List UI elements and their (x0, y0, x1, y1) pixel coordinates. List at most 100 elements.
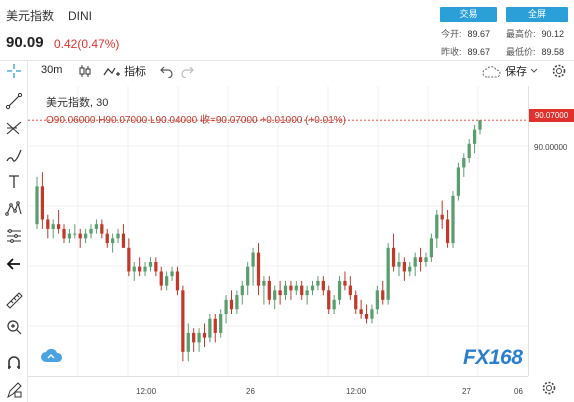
candle (305, 285, 309, 305)
candle-body (40, 186, 45, 220)
candle-body (105, 233, 109, 244)
candle-body (84, 233, 88, 239)
interval-selector[interactable]: 30m (41, 64, 63, 76)
candle-body (472, 129, 477, 144)
candle (267, 276, 271, 305)
undo-icon[interactable] (160, 64, 174, 81)
fib-tool-icon[interactable] (4, 119, 24, 137)
candle (402, 257, 406, 281)
candle (451, 191, 455, 248)
candle (100, 219, 104, 239)
candle-body (132, 266, 136, 272)
trend-line-icon[interactable] (4, 92, 24, 110)
indicators-button[interactable]: 指标 (103, 63, 146, 79)
candle-body (381, 290, 385, 300)
candle-body (359, 309, 363, 314)
save-button[interactable]: 保存 (482, 63, 538, 79)
candle-body (148, 262, 153, 267)
candle-body (435, 214, 439, 239)
candle-body (46, 219, 50, 229)
time-axis[interactable]: 12:00 26 12:00 27 06 (28, 376, 528, 402)
chart-settings-gear-icon[interactable] (541, 380, 559, 398)
candlestick-chart[interactable] (28, 86, 528, 376)
crosshair-icon[interactable] (6, 63, 22, 82)
candle-body (94, 224, 99, 229)
measure-tool-icon[interactable] (4, 227, 24, 245)
settings-gear-icon[interactable] (551, 63, 567, 82)
prev-close-quote: 昨收: 89.67 (441, 45, 490, 58)
candle (289, 280, 293, 300)
candle-body (364, 314, 369, 319)
candle-body (348, 285, 352, 296)
candle (127, 238, 131, 277)
candle (413, 252, 417, 277)
time-tick-label: 12:00 (136, 387, 157, 396)
time-tick-label: 26 (246, 387, 255, 396)
candle (159, 266, 163, 291)
candle-body (424, 257, 428, 262)
candle-body (305, 290, 309, 296)
fullscreen-button[interactable]: 全屏 (506, 7, 568, 22)
candle-body (235, 295, 239, 310)
candle (472, 124, 477, 154)
open-label: 今开: (441, 29, 462, 39)
candle (116, 228, 120, 244)
candle-body (370, 309, 374, 319)
lock-pencil-icon[interactable] (4, 381, 24, 399)
price-change: 0.42(0.47%) (54, 37, 120, 51)
candle-body (78, 233, 82, 239)
candle-body (240, 285, 244, 296)
prev-close-value: 89.67 (467, 47, 491, 57)
candle (219, 309, 223, 338)
candle-body (408, 266, 412, 272)
price-axis[interactable]: 90.00000 (528, 86, 574, 376)
candle-body (100, 224, 104, 234)
back-arrow-icon[interactable] (4, 255, 24, 273)
candle-type-icon[interactable] (77, 63, 93, 82)
low-label: 最低价: (506, 47, 536, 57)
candle-body (256, 252, 261, 286)
candle (67, 228, 72, 244)
candle (84, 228, 88, 244)
redo-icon[interactable] (180, 64, 194, 81)
candle (278, 280, 282, 305)
candle-body (35, 186, 39, 225)
candle-body (89, 228, 93, 234)
candle-body (213, 318, 217, 333)
candle-body (451, 195, 455, 244)
candle (364, 304, 369, 324)
trade-button[interactable]: 交易 (440, 7, 497, 22)
candle-body (51, 224, 55, 229)
candle-body (127, 247, 131, 272)
save-label: 保存 (505, 66, 528, 78)
pattern-tool-icon[interactable] (4, 200, 24, 218)
zoom-in-icon[interactable] (4, 318, 24, 336)
chart-canvas[interactable] (28, 86, 528, 376)
candle (359, 299, 363, 319)
candle (143, 262, 147, 277)
candle (111, 233, 115, 253)
candle (300, 280, 304, 300)
candle (445, 210, 450, 248)
candle-body (251, 252, 255, 267)
candle-body (478, 120, 482, 130)
candle (154, 257, 158, 277)
candle (262, 276, 266, 305)
candle (56, 210, 61, 234)
ruler-icon[interactable] (4, 291, 24, 309)
candle (273, 285, 277, 310)
candle (240, 280, 244, 305)
candle (170, 266, 174, 281)
candle (202, 323, 207, 348)
cloud-sync-icon[interactable] (40, 346, 64, 366)
candle (435, 210, 439, 248)
candle (251, 247, 255, 286)
candle (132, 262, 136, 281)
candle-body (278, 290, 282, 296)
text-tool-icon[interactable] (4, 173, 24, 191)
candle (235, 290, 239, 314)
magnet-icon[interactable] (4, 354, 24, 372)
brush-icon[interactable] (4, 146, 24, 164)
candle-body (273, 290, 277, 300)
series-legend: 美元指数, 30 (46, 97, 109, 109)
